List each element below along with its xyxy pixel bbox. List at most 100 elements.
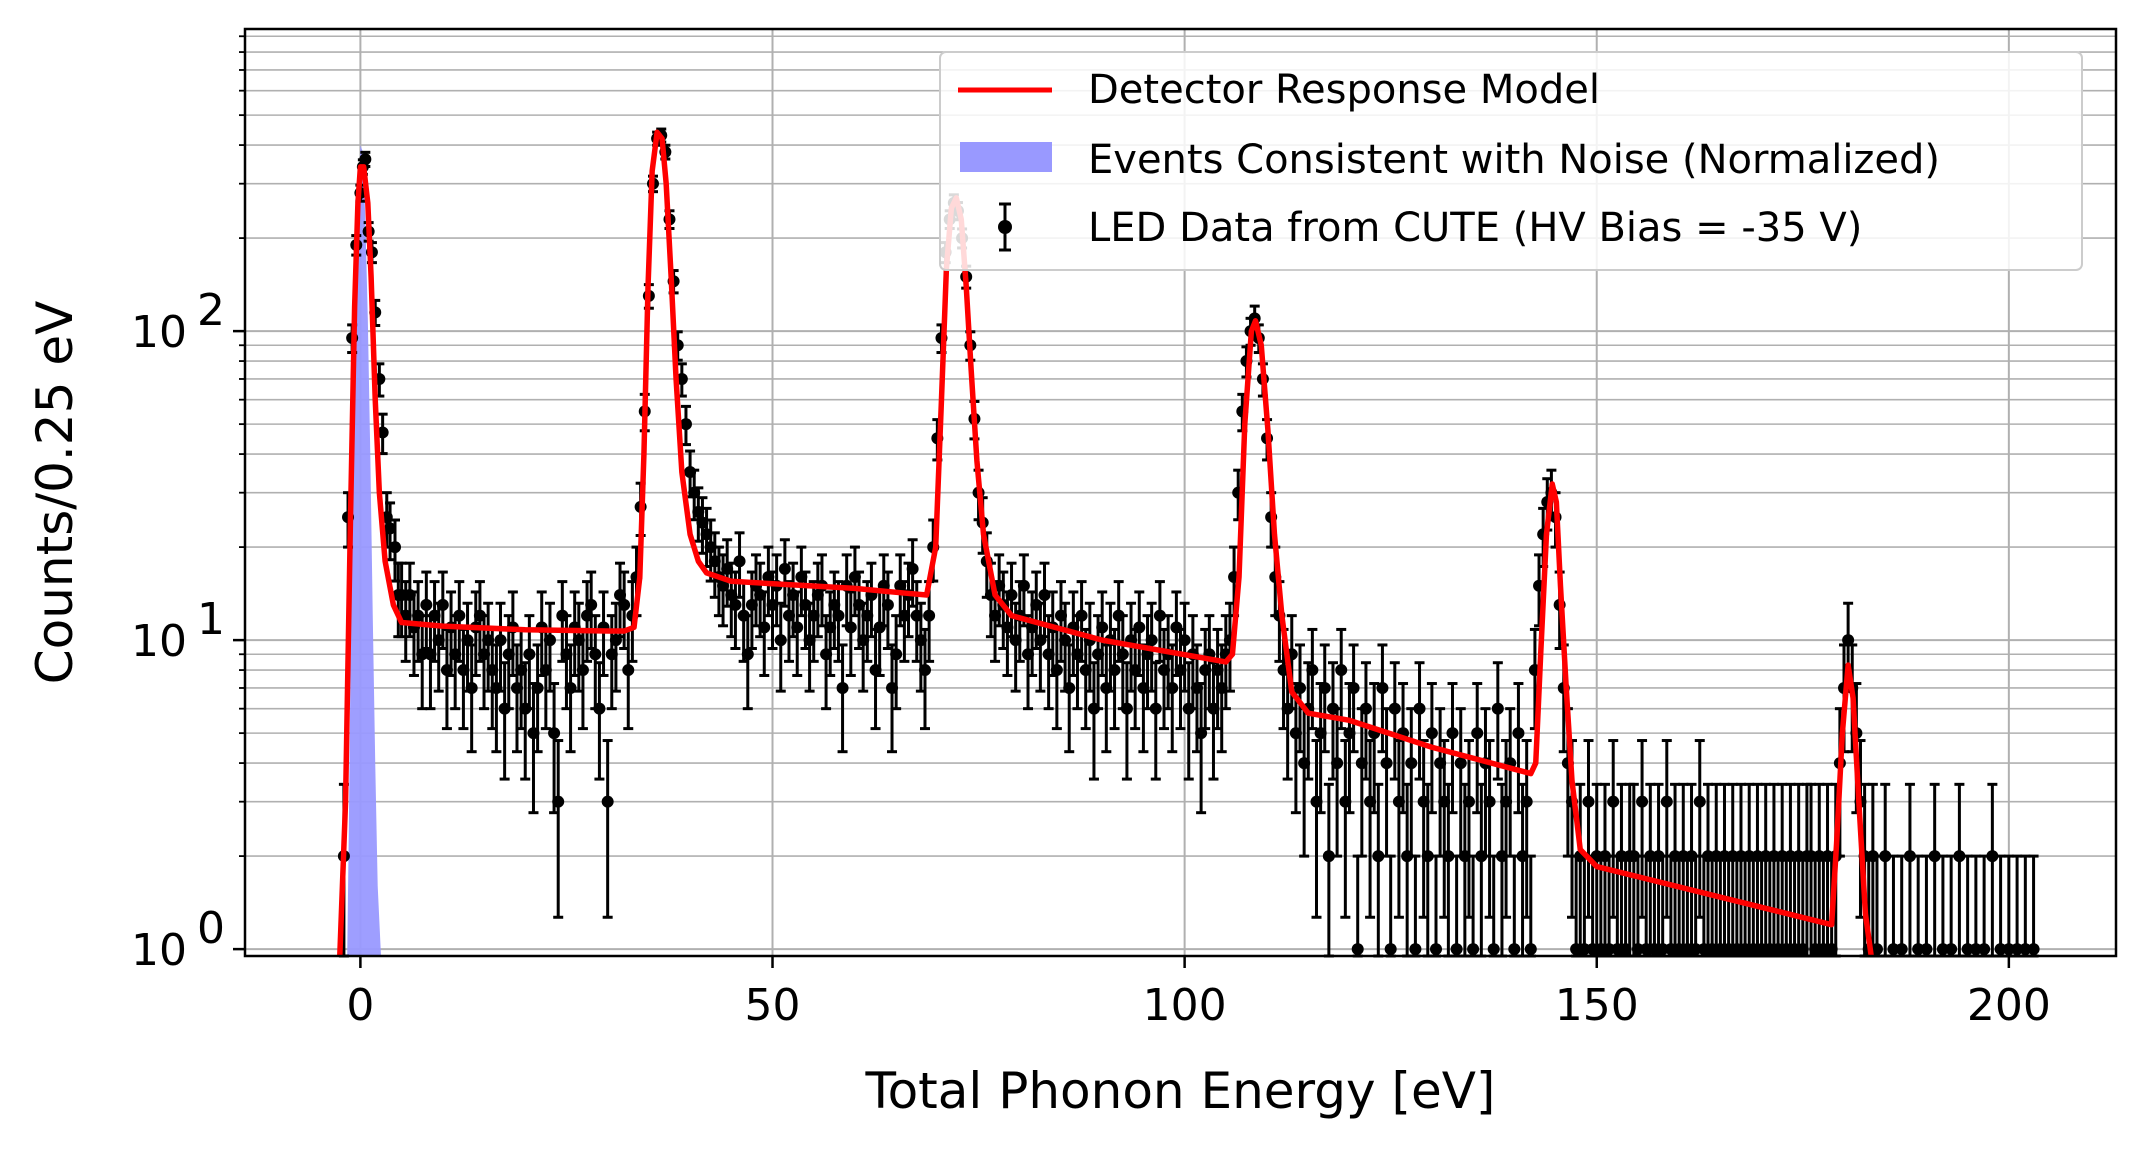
- data-marker: [416, 648, 429, 661]
- data-marker: [389, 541, 402, 554]
- data-marker: [1603, 943, 1616, 956]
- data-marker: [1294, 681, 1307, 694]
- data-marker: [1384, 943, 1397, 956]
- data-marker: [2002, 943, 2015, 956]
- data-point: [1133, 590, 1146, 677]
- data-marker: [1331, 757, 1344, 770]
- data-marker: [2019, 943, 2032, 956]
- data-marker: [1063, 681, 1076, 694]
- legend-label-noise: Events Consistent with Noise (Normalized…: [1088, 137, 1940, 183]
- data-marker: [1005, 588, 1018, 601]
- data-marker: [1842, 634, 1855, 647]
- data-marker: [2027, 943, 2040, 956]
- data-marker: [1347, 681, 1360, 694]
- data-marker: [359, 153, 372, 166]
- data-marker: [1133, 621, 1146, 634]
- data-marker: [1376, 681, 1389, 694]
- data-point: [1207, 661, 1220, 781]
- legend-label-data: LED Data from CUTE (HV Bias = -35 V): [1088, 205, 1862, 251]
- data-point: [552, 739, 565, 919]
- data-point: [453, 580, 466, 663]
- data-point: [1335, 627, 1348, 731]
- data-marker: [453, 609, 466, 622]
- data-marker: [836, 681, 849, 694]
- data-marker: [774, 634, 787, 647]
- data-marker: [1512, 727, 1525, 740]
- legend-label-model: Detector Response Model: [1088, 67, 1600, 113]
- data-marker: [1978, 943, 1991, 956]
- data-marker: [1351, 943, 1364, 956]
- data-marker: [1038, 588, 1051, 601]
- y-tick-exponent: 1: [197, 594, 225, 645]
- data-marker: [1870, 943, 1883, 956]
- data-marker: [881, 598, 894, 611]
- data-marker: [679, 418, 692, 431]
- data-marker: [758, 621, 771, 634]
- data-marker: [548, 727, 561, 740]
- data-marker: [1491, 702, 1504, 715]
- data-marker: [1986, 850, 1999, 863]
- data-marker: [1108, 664, 1121, 677]
- x-tick-label: 200: [1967, 980, 2051, 1031]
- data-marker: [1693, 795, 1706, 808]
- data-marker: [733, 555, 746, 568]
- data-marker: [1483, 795, 1496, 808]
- data-marker: [1380, 757, 1393, 770]
- data-marker: [1508, 943, 1521, 956]
- data-point: [1434, 707, 1447, 858]
- data-point: [836, 643, 849, 754]
- data-marker: [1195, 727, 1208, 740]
- data-marker: [1145, 634, 1158, 647]
- y-tick-label: 10: [131, 925, 187, 976]
- data-marker: [1656, 943, 1669, 956]
- data-point: [1063, 643, 1076, 754]
- data-marker: [778, 562, 791, 575]
- data-marker: [1335, 664, 1348, 677]
- data-marker: [923, 609, 936, 622]
- x-axis-title: Total Phonon Energy [eV]: [865, 1062, 1496, 1120]
- data-point: [1005, 561, 1018, 639]
- x-tick-label: 50: [745, 980, 801, 1031]
- data-point: [1462, 739, 1475, 919]
- data-point: [1178, 601, 1191, 693]
- data-marker: [1928, 850, 1941, 863]
- data-marker: [1166, 681, 1179, 694]
- data-marker: [1446, 727, 1459, 740]
- data-marker: [1149, 702, 1162, 715]
- data-marker: [1631, 943, 1644, 956]
- data-marker: [585, 598, 598, 611]
- data-marker: [1936, 943, 1949, 956]
- legend-noise-swatch: [960, 142, 1052, 172]
- data-marker: [1153, 609, 1166, 622]
- data-marker: [1388, 702, 1401, 715]
- data-point: [729, 570, 742, 650]
- data-marker: [918, 664, 931, 677]
- x-tick-label: 100: [1143, 980, 1227, 1031]
- data-marker: [1017, 579, 1030, 592]
- data-point: [881, 570, 894, 650]
- data-marker: [1524, 943, 1537, 956]
- data-point: [618, 570, 631, 650]
- legend: Detector Response Model Events Consisten…: [939, 51, 2083, 271]
- data-marker: [523, 648, 536, 661]
- data-marker: [1467, 943, 1480, 956]
- data-marker: [1879, 850, 1892, 863]
- data-point: [844, 590, 857, 677]
- legend-frame: [939, 51, 2083, 271]
- data-marker: [564, 681, 577, 694]
- data-point: [1483, 739, 1496, 919]
- x-tick-label: 0: [346, 980, 374, 1031]
- data-marker: [1520, 795, 1533, 808]
- data-marker: [1413, 702, 1426, 715]
- data-marker: [1405, 757, 1418, 770]
- data-marker: [1050, 664, 1063, 677]
- data-marker: [791, 621, 804, 634]
- data-point: [1491, 661, 1504, 781]
- data-marker: [531, 681, 544, 694]
- data-point: [543, 601, 556, 693]
- data-point: [1446, 682, 1459, 815]
- data-marker: [1096, 621, 1109, 634]
- data-marker: [589, 648, 602, 661]
- data-marker: [1075, 609, 1088, 622]
- data-marker: [376, 426, 389, 439]
